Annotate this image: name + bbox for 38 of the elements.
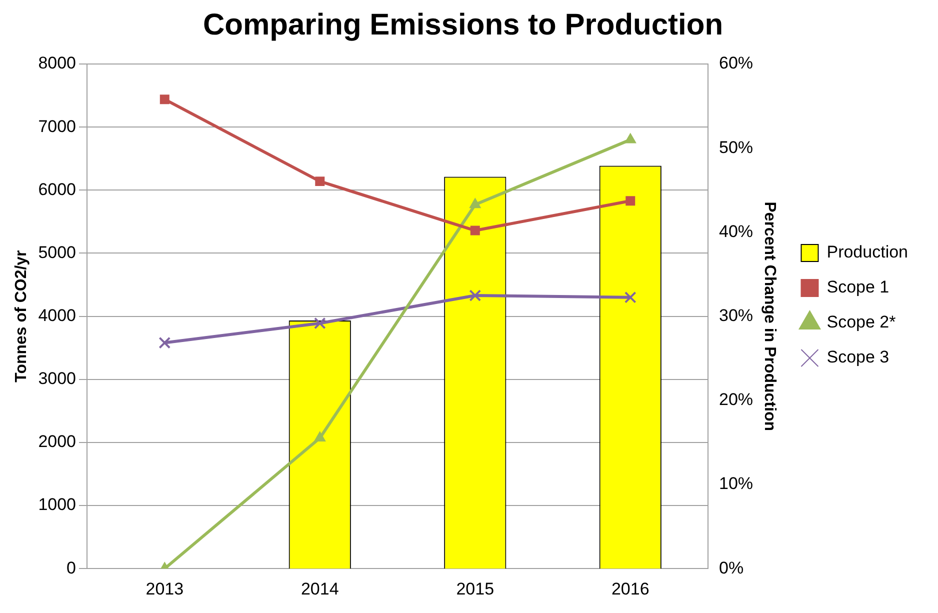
y2-tick-label: 40% <box>719 222 754 241</box>
point <box>160 94 170 104</box>
y2-tick-label: 10% <box>719 474 754 494</box>
chart-title: Comparing Emissions to Production <box>202 8 724 42</box>
y-tick-label: 8000 <box>38 54 76 73</box>
point <box>624 291 636 304</box>
y-tick-label: 0 <box>66 558 76 578</box>
x-tick-label: 2015 <box>456 579 494 598</box>
x-tick-label: 2016 <box>611 579 650 598</box>
point <box>469 198 481 208</box>
legend-label: Scope 2* <box>826 312 896 332</box>
point <box>314 317 326 330</box>
y-tick-label: 1000 <box>38 495 76 514</box>
y2-tick-label: 30% <box>719 306 754 325</box>
y2-tick-label: 60% <box>719 54 754 73</box>
y2-tick-label: 0% <box>719 558 744 578</box>
y-tick-label: 6000 <box>38 180 76 199</box>
x-tick-label: 2014 <box>300 579 339 598</box>
point <box>315 176 325 186</box>
y2-tick-label: 20% <box>719 390 754 410</box>
y-tick-label: 7000 <box>38 116 76 136</box>
point <box>624 133 636 144</box>
legend-label: Production <box>826 242 908 262</box>
legend-label: Scope 3 <box>826 348 890 367</box>
y-tick-label: 2000 <box>38 432 76 452</box>
point <box>158 336 171 349</box>
x-tick-label: 2013 <box>146 579 184 598</box>
y-tick-label: 5000 <box>38 242 76 262</box>
y2-tick-label: 50% <box>719 138 754 157</box>
point <box>469 290 482 302</box>
y-tick-label: 4000 <box>38 306 76 325</box>
y2-axis-title: Percent Change in Production <box>761 202 778 431</box>
point <box>470 226 480 236</box>
y-tick-label: 3000 <box>38 369 76 388</box>
y-axis-title: Tonnes of CO2/yr <box>13 250 30 382</box>
point <box>626 196 636 206</box>
legend-label: Scope 1 <box>826 278 890 297</box>
point <box>314 432 326 442</box>
